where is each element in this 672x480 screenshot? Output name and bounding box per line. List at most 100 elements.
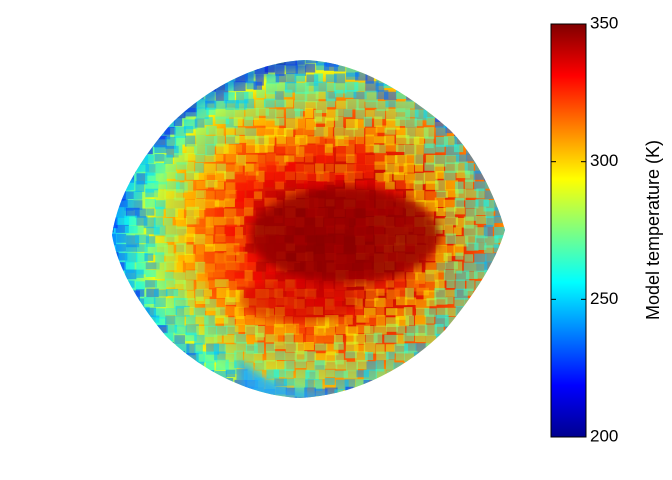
- surface-facet: [414, 163, 423, 172]
- surface-facet: [485, 288, 497, 297]
- surface-facet: [345, 326, 359, 336]
- surface-facet: [375, 83, 385, 92]
- surface-facet: [255, 107, 270, 116]
- surface-facet: [405, 154, 416, 165]
- surface-facet: [245, 107, 259, 120]
- surface-facet: [126, 298, 138, 308]
- surface-facet: [233, 81, 246, 92]
- surface-facet: [234, 388, 247, 398]
- surface-facet: [463, 224, 478, 237]
- surface-facet: [175, 279, 187, 290]
- surface-facet: [334, 164, 347, 176]
- surface-facet: [356, 136, 365, 145]
- surface-facet: [436, 91, 449, 101]
- surface-facet: [145, 199, 156, 208]
- surface-facet: [254, 317, 266, 325]
- surface-facet: [406, 136, 420, 145]
- surface-facet: [214, 108, 227, 120]
- surface-facet: [234, 360, 245, 368]
- surface-facet: [335, 172, 349, 181]
- surface-facet: [364, 90, 378, 102]
- surface-facet: [225, 261, 240, 271]
- surface-facet: [493, 244, 505, 253]
- surface-facet: [444, 289, 457, 297]
- surface-facet: [496, 164, 505, 175]
- surface-facet: [303, 127, 314, 136]
- surface-facet: [353, 333, 365, 344]
- surface-facet: [333, 63, 346, 72]
- surface-facet: [265, 314, 276, 326]
- surface-facet: [154, 280, 167, 290]
- surface-facet: [165, 253, 179, 263]
- surface-facet: [484, 190, 498, 199]
- surface-facet: [294, 109, 304, 119]
- surface-facet: [216, 325, 228, 336]
- surface-facet: [306, 74, 319, 86]
- asteroid-temperature-map: [112, 60, 518, 398]
- surface-facet: [204, 173, 216, 181]
- surface-facet: [314, 343, 328, 351]
- surface-facet: [393, 362, 404, 374]
- surface-facet: [245, 143, 260, 154]
- surface-facet: [475, 280, 485, 290]
- surface-facet: [474, 181, 486, 192]
- surface-facet: [253, 118, 266, 126]
- surface-facet: [126, 207, 140, 217]
- surface-facet: [145, 280, 158, 288]
- surface-facet: [216, 143, 229, 154]
- surface-facet: [334, 60, 345, 64]
- surface-facet: [173, 272, 186, 285]
- colorbar: 200 250 300 350 Model temperature (K): [550, 13, 663, 445]
- surface-facet: [116, 216, 130, 226]
- surface-facet: [273, 369, 286, 378]
- surface-facet: [174, 144, 183, 156]
- surface-facet: [256, 207, 266, 217]
- surface-facet: [295, 369, 310, 379]
- surface-facet: [505, 180, 518, 191]
- surface-facet: [124, 191, 134, 200]
- surface-facet: [404, 350, 418, 362]
- surface-facet: [294, 73, 306, 82]
- surface-facet: [236, 91, 249, 104]
- surface-facet: [284, 155, 295, 163]
- surface-facet: [275, 155, 289, 166]
- surface-facet: [265, 271, 276, 283]
- surface-facet: [166, 181, 180, 192]
- surface-facet: [234, 172, 249, 184]
- surface-facet: [285, 171, 296, 180]
- surface-facet: [364, 280, 375, 291]
- surface-facet: [403, 332, 415, 342]
- surface-facet: [245, 154, 258, 162]
- surface-facet: [113, 262, 126, 271]
- surface-facet: [144, 155, 154, 164]
- surface-facet: [453, 261, 463, 274]
- surface-facet: [196, 134, 206, 146]
- surface-facet: [194, 226, 206, 239]
- surface-facet: [353, 388, 363, 398]
- surface-facet: [285, 118, 298, 130]
- surface-facet: [395, 369, 404, 382]
- surface-facet: [464, 254, 474, 262]
- surface-facet: [456, 270, 470, 281]
- surface-facet: [115, 224, 129, 233]
- surface-facet: [484, 145, 497, 157]
- surface-facet: [213, 154, 224, 162]
- surface-facet: [463, 126, 473, 139]
- surface-facet: [214, 370, 227, 378]
- surface-facet: [184, 290, 195, 301]
- surface-facet: [354, 82, 365, 92]
- surface-facet: [164, 189, 176, 199]
- surface-facet: [135, 281, 145, 291]
- surface-facet: [434, 197, 446, 208]
- surface-facet: [344, 379, 355, 391]
- surface-facet: [244, 128, 257, 140]
- surface-facet: [164, 154, 173, 165]
- surface-facet: [334, 89, 344, 98]
- surface-facet: [226, 243, 240, 256]
- surface-facet: [136, 244, 148, 252]
- surface-facet: [466, 280, 475, 292]
- surface-facet: [112, 217, 118, 229]
- surface-facet: [165, 288, 179, 297]
- surface-facet: [376, 90, 389, 100]
- surface-facet: [305, 136, 320, 144]
